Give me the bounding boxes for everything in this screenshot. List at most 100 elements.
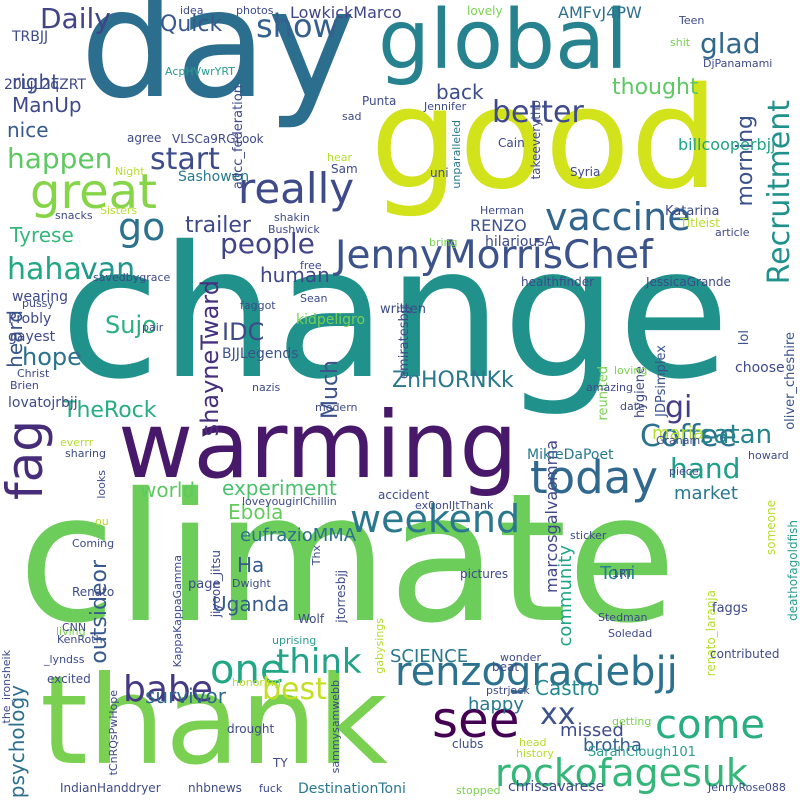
word: Sean: [300, 292, 328, 305]
word: kidpeligro: [296, 312, 366, 328]
word: thank: [40, 650, 388, 792]
word: idea: [180, 4, 204, 17]
word: ManUp: [12, 93, 82, 117]
word: lovely: [467, 4, 503, 18]
word: Stedman: [598, 611, 648, 624]
word: SCIENCE: [390, 646, 469, 667]
word: the_ironsheik: [0, 650, 13, 724]
word: Coffee: [640, 419, 737, 454]
word: best: [262, 672, 327, 707]
word: lovatojrbjj: [8, 395, 78, 411]
word: photos: [236, 4, 274, 17]
word: Herman: [480, 204, 524, 217]
word: looks: [95, 470, 108, 499]
word: TheRock: [63, 398, 157, 423]
word: Graham: [656, 434, 701, 447]
word: _lyndss: [44, 653, 85, 666]
word: MikieDaPoet: [527, 447, 614, 463]
word: agree: [127, 131, 162, 145]
word: loveyougirlChillin: [242, 495, 337, 508]
word: drought: [227, 722, 275, 736]
word: great: [30, 164, 157, 220]
word: clubs: [452, 737, 484, 751]
word: faggs: [712, 601, 748, 616]
word: lol: [737, 330, 752, 346]
word: start: [150, 142, 220, 177]
word: shit: [670, 36, 691, 49]
word: Sashowen: [178, 169, 250, 185]
word: CNN: [62, 621, 87, 634]
word: people: [220, 227, 315, 260]
word: gayest: [8, 329, 56, 345]
word: deathofagoldfish: [786, 520, 800, 621]
word: rockofagesuk: [495, 751, 748, 795]
word: Punta: [362, 94, 397, 108]
word: hope: [22, 343, 82, 371]
word: everrr: [60, 436, 94, 449]
word: LowkickMarco: [290, 3, 402, 22]
word: hand: [670, 452, 741, 485]
word: jiyoon_jitsu: [209, 550, 223, 618]
word: 1RT: [612, 567, 633, 580]
word: thought: [612, 75, 699, 100]
word: Recruitment: [762, 100, 797, 285]
word: Dwight: [232, 577, 271, 590]
word: xx: [540, 697, 576, 732]
word: sad: [342, 110, 362, 123]
word: Sam: [331, 162, 358, 176]
word: TRBJJ: [12, 29, 49, 45]
word: eufrazioMMA: [240, 525, 357, 546]
word: accident: [378, 488, 430, 502]
word: sharing: [65, 447, 106, 460]
word: renzograciebjj: [395, 649, 678, 695]
word: nice: [7, 118, 49, 142]
word: ex0onIJtThank: [415, 499, 494, 512]
word: honoring: [232, 676, 281, 689]
word: better: [492, 95, 584, 130]
word: right: [12, 70, 59, 94]
word: faggot: [240, 299, 276, 312]
word: healthfinder: [521, 275, 595, 289]
word: Tyrese: [10, 223, 74, 247]
word: maria: [652, 423, 704, 444]
word: Coming: [72, 537, 115, 550]
word: billcooperbjj: [678, 135, 776, 154]
word: loving: [614, 364, 648, 377]
word: JennyRose088: [708, 781, 786, 794]
word: Probly: [8, 311, 52, 327]
word: glad: [700, 27, 761, 60]
word: babe: [123, 669, 213, 710]
word: Sisters: [100, 204, 138, 217]
word: chrissavarese: [508, 779, 605, 795]
word: article: [715, 226, 750, 239]
word: SarahClough101: [588, 745, 696, 760]
word: page: [188, 577, 221, 592]
word: hilariousA: [485, 234, 555, 250]
word: oliver_cheshire: [783, 332, 798, 430]
word: Sujo: [105, 311, 157, 339]
word: Bushwick: [268, 223, 320, 236]
word: see: [432, 691, 520, 749]
word: Katarina: [665, 204, 720, 219]
word: Soledad: [608, 627, 653, 640]
word: good: [370, 58, 720, 221]
word: pstrjack: [486, 684, 530, 697]
word: BJJLegends: [222, 346, 299, 362]
word: Cain: [498, 136, 525, 150]
word: nazis: [252, 381, 281, 394]
word: hear: [327, 151, 353, 164]
word: survivor: [145, 684, 227, 708]
word: gi: [665, 390, 693, 425]
word: weekend: [350, 497, 521, 541]
word: someone: [764, 500, 778, 555]
word: ou: [95, 515, 109, 528]
word: trailer: [185, 213, 251, 238]
word: haha: [7, 252, 82, 287]
word: Quick: [160, 12, 223, 37]
word: day: [80, 0, 356, 132]
word: head: [519, 736, 547, 749]
word: contributed: [710, 647, 780, 661]
word: pictures: [460, 567, 509, 581]
word: uni: [430, 166, 449, 180]
word: AMFvJ4PW: [558, 3, 642, 22]
